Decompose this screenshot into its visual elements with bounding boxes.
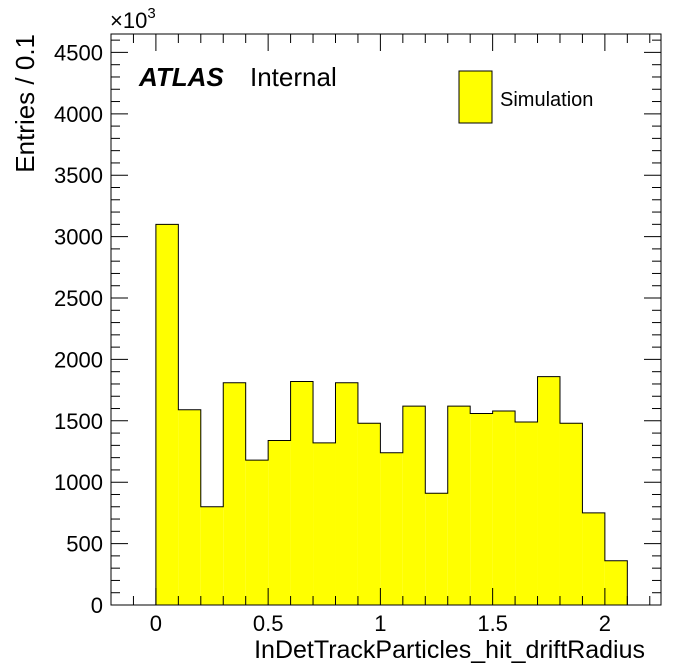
y-tick-label: 1500	[54, 409, 103, 434]
histogram-bar	[200, 506, 224, 605]
histogram-bar	[313, 442, 336, 605]
histogram-bar	[380, 452, 403, 605]
y-tick-label: 3000	[54, 225, 103, 250]
histogram-bar	[290, 381, 314, 605]
x-axis-label: InDetTrackParticles_hit_driftRadius	[254, 636, 645, 664]
histogram-bar	[268, 440, 291, 605]
histogram-bar	[335, 382, 358, 605]
histogram-bar	[223, 382, 246, 605]
histogram-bar	[178, 409, 201, 605]
plot-frame	[110, 33, 662, 606]
y-axis-label: Entries / 0.1	[10, 34, 40, 173]
x-tick-label: 1	[374, 611, 386, 636]
y-ticks: 0 500 1000 1500 2000 2500 3000 3500 4000 4500	[54, 39, 661, 618]
x-ticks: 0 0.5 1 1.5 2	[110, 34, 651, 636]
histogram-bar	[470, 413, 493, 605]
histogram-outline	[155, 223, 628, 605]
histogram-bar	[425, 493, 448, 605]
histogram-bar	[559, 423, 583, 605]
histogram-bar	[357, 423, 381, 605]
y-tick-label: 4500	[54, 40, 103, 65]
x-tick-label: 2	[599, 611, 611, 636]
x-tick-label: 0.5	[253, 611, 284, 636]
bars-group	[155, 223, 628, 606]
legend-swatch	[458, 70, 493, 124]
x-tick-label: 0	[150, 611, 162, 636]
y-multiplier-exponent: 3	[147, 5, 155, 22]
histogram-bar	[492, 410, 516, 605]
legend-label: Simulation	[500, 89, 593, 111]
y-tick-label: 1000	[54, 470, 103, 495]
y-tick-label: 2000	[54, 347, 103, 372]
y-tick-label: 3500	[54, 163, 103, 188]
internal-label: Internal	[250, 62, 337, 92]
x-tick-label: 1.5	[477, 611, 508, 636]
y-tick-label: 2500	[54, 286, 103, 311]
histogram-bar	[245, 460, 269, 605]
y-tick-label: 500	[66, 532, 103, 557]
histogram-bar	[537, 376, 560, 605]
histogram-bar	[402, 406, 426, 605]
histogram-bar	[447, 406, 471, 605]
histogram-bar	[515, 422, 538, 605]
histogram-bar	[604, 560, 628, 605]
histogram-bar	[155, 224, 179, 606]
histogram-bar	[582, 512, 605, 605]
atlas-label: ATLAS	[138, 62, 224, 92]
y-tick-label: 4000	[54, 102, 103, 127]
y-multiplier: ×103	[110, 5, 156, 33]
y-tick-label: 0	[91, 593, 103, 618]
